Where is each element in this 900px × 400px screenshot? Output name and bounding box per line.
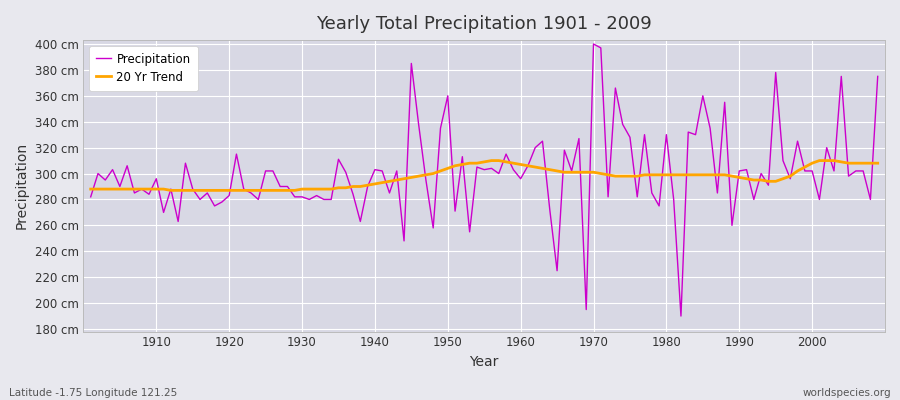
Precipitation bbox=[144, 192, 155, 197]
Precipitation bbox=[304, 197, 315, 202]
20 Yr Trend bbox=[166, 188, 176, 193]
Precipitation bbox=[872, 74, 883, 79]
Text: Latitude -1.75 Longitude 121.25: Latitude -1.75 Longitude 121.25 bbox=[9, 388, 177, 398]
20 Yr Trend bbox=[617, 174, 628, 178]
Legend: Precipitation, 20 Yr Trend: Precipitation, 20 Yr Trend bbox=[89, 46, 198, 91]
Line: 20 Yr Trend: 20 Yr Trend bbox=[91, 160, 878, 190]
Precipitation bbox=[508, 167, 518, 172]
Y-axis label: Precipitation: Precipitation bbox=[15, 142, 29, 230]
Precipitation bbox=[515, 176, 526, 181]
20 Yr Trend bbox=[872, 161, 883, 166]
20 Yr Trend bbox=[355, 184, 365, 189]
Precipitation bbox=[86, 194, 96, 199]
20 Yr Trend bbox=[144, 187, 155, 192]
Precipitation bbox=[347, 192, 358, 197]
20 Yr Trend bbox=[530, 165, 541, 170]
20 Yr Trend bbox=[311, 187, 322, 192]
X-axis label: Year: Year bbox=[470, 355, 499, 369]
20 Yr Trend bbox=[523, 163, 534, 168]
Precipitation bbox=[588, 42, 598, 46]
Title: Yearly Total Precipitation 1901 - 2009: Yearly Total Precipitation 1901 - 2009 bbox=[316, 15, 652, 33]
Precipitation bbox=[610, 86, 621, 90]
20 Yr Trend bbox=[486, 158, 497, 163]
Text: worldspecies.org: worldspecies.org bbox=[803, 388, 891, 398]
Line: Precipitation: Precipitation bbox=[91, 44, 878, 316]
20 Yr Trend bbox=[86, 187, 96, 192]
Precipitation bbox=[676, 314, 687, 318]
